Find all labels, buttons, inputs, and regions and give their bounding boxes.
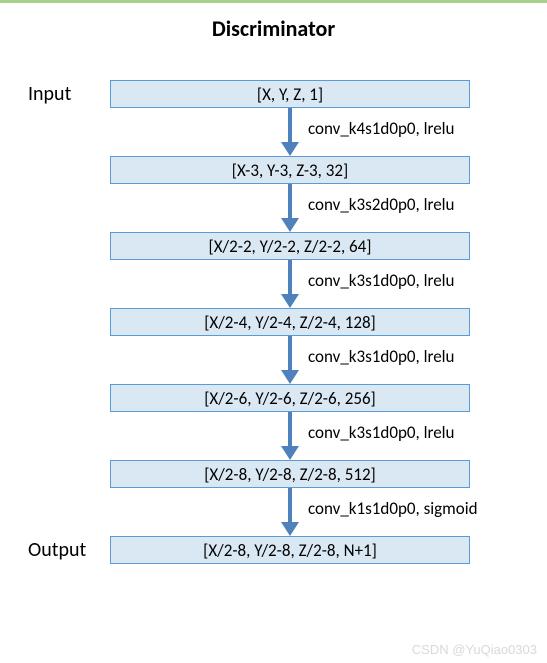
down-arrow-icon bbox=[281, 336, 299, 384]
layer-box: [X, Y, Z, 1] bbox=[110, 80, 470, 108]
layer-row: [X/2-8, Y/2-8, Z/2-8, 512] bbox=[28, 460, 547, 488]
input-label: Input bbox=[28, 82, 110, 106]
arrow-zone: conv_k3s2d0p0, lrelu bbox=[110, 184, 470, 232]
down-arrow-icon bbox=[281, 260, 299, 308]
op-label: conv_k1s1d0p0, sigmoid bbox=[308, 498, 478, 519]
layer-row: [X/2-2, Y/2-2, Z/2-2, 64] bbox=[28, 232, 547, 260]
arrow-zone: conv_k3s1d0p0, lrelu bbox=[110, 260, 470, 308]
op-label: conv_k4s1d0p0, lrelu bbox=[308, 118, 455, 139]
down-arrow-icon bbox=[281, 184, 299, 232]
op-label: conv_k3s1d0p0, lrelu bbox=[308, 346, 455, 367]
layer-row: [X/2-6, Y/2-6, Z/2-6, 256] bbox=[28, 384, 547, 412]
flow-diagram: Input [X, Y, Z, 1] conv_k4s1d0p0, lrelu … bbox=[0, 80, 547, 564]
down-arrow-icon bbox=[281, 108, 299, 156]
layer-row: [X/2-4, Y/2-4, Z/2-4, 128] bbox=[28, 308, 547, 336]
op-label: conv_k3s2d0p0, lrelu bbox=[308, 194, 455, 215]
layer-row: Input [X, Y, Z, 1] bbox=[28, 80, 547, 108]
layer-box: [X-3, Y-3, Z-3, 32] bbox=[110, 156, 470, 184]
diagram-title: Discriminator bbox=[0, 3, 547, 50]
down-arrow-icon bbox=[281, 412, 299, 460]
layer-box: [X/2-6, Y/2-6, Z/2-6, 256] bbox=[110, 384, 470, 412]
layer-box: [X/2-8, Y/2-8, Z/2-8, 512] bbox=[110, 460, 470, 488]
arrow-zone: conv_k4s1d0p0, lrelu bbox=[110, 108, 470, 156]
down-arrow-icon bbox=[281, 488, 299, 536]
layer-box: [X/2-2, Y/2-2, Z/2-2, 64] bbox=[110, 232, 470, 260]
arrow-zone: conv_k3s1d0p0, lrelu bbox=[110, 336, 470, 384]
layer-box: [X/2-4, Y/2-4, Z/2-4, 128] bbox=[110, 308, 470, 336]
op-label: conv_k3s1d0p0, lrelu bbox=[308, 422, 455, 443]
arrow-zone: conv_k3s1d0p0, lrelu bbox=[110, 412, 470, 460]
layer-row: Output [X/2-8, Y/2-8, Z/2-8, N+1] bbox=[28, 536, 547, 564]
op-label: conv_k3s1d0p0, lrelu bbox=[308, 270, 455, 291]
layer-row: [X-3, Y-3, Z-3, 32] bbox=[28, 156, 547, 184]
output-label: Output bbox=[28, 538, 110, 562]
arrow-zone: conv_k1s1d0p0, sigmoid bbox=[110, 488, 470, 536]
watermark: CSDN @YuQiao0303 bbox=[412, 642, 537, 657]
layer-box: [X/2-8, Y/2-8, Z/2-8, N+1] bbox=[110, 536, 470, 564]
